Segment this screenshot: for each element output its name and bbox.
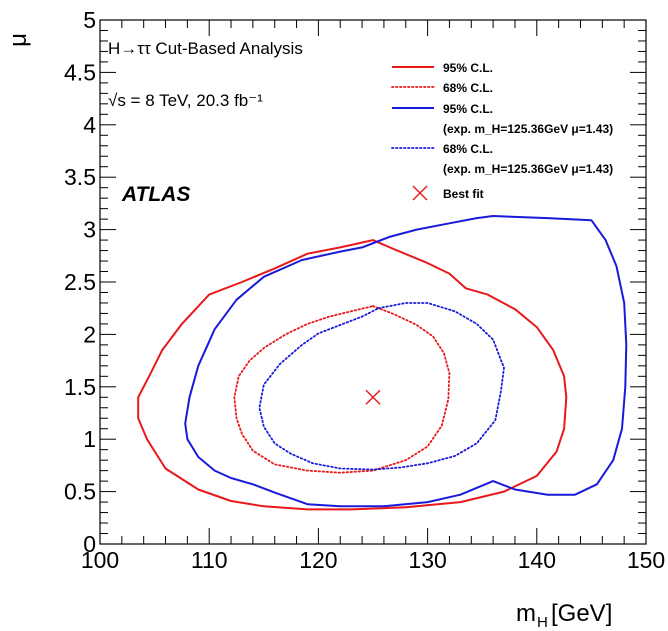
legend-label: 68% C.L. (443, 81, 493, 95)
energy-annotation: √s = 8 TeV, 20.3 fb⁻¹ (108, 91, 263, 110)
legend-entry: 68% C.L. (exp. m_H=125.36GeV μ=1.43) (391, 142, 613, 176)
y-axis-label: μ (5, 33, 32, 47)
svg-text:H: H (537, 614, 548, 631)
legend-label: 68% C.L. (443, 142, 493, 156)
y-tick-label: 5 (83, 7, 96, 33)
x-tick-label: 140 (518, 547, 556, 573)
y-tick-label: 1.5 (64, 374, 96, 400)
contour-curves (137, 215, 628, 511)
y-tick-label: 3.5 (64, 164, 96, 190)
axis-ticks (99, 19, 647, 545)
y-tick-label: 4 (83, 112, 96, 138)
contour-4 (258, 302, 505, 471)
y-tick-label: 0 (83, 531, 96, 557)
y-tick-label: 1 (83, 426, 96, 452)
best-fit-marker (365, 389, 381, 405)
analysis-annotation: H→ττ Cut-Based Analysis (108, 39, 303, 58)
y-tick-label: 2.5 (64, 269, 96, 295)
legend-sublabel: (exp. m_H=125.36GeV μ=1.43) (443, 122, 613, 136)
x-tick-label: 110 (191, 547, 228, 573)
x-tick-label: 150 (627, 547, 665, 573)
y-tick-label: 2 (83, 321, 96, 347)
legend-entry: Best fit (412, 185, 484, 201)
y-tick-label: 0.5 (64, 479, 96, 505)
y-tick-label: 3 (83, 217, 96, 243)
x-tick-label: 130 (408, 547, 446, 573)
tick-labels: 100 110 120 130 140 150 0 0.5 1 1.5 2 2.5 3 3.5 4 4.5 5 (64, 7, 665, 573)
legend-sublabel: (exp. m_H=125.36GeV μ=1.43) (443, 162, 613, 176)
contour-1 (137, 239, 568, 511)
svg-text:[GeV]: [GeV] (551, 600, 612, 627)
legend-entry: 68% C.L. (391, 81, 493, 95)
legend-entry: 95% C.L. (exp. m_H=125.36GeV μ=1.43) (392, 102, 613, 136)
x-tick-label: 120 (299, 547, 337, 573)
svg-text:m: m (516, 600, 536, 627)
legend-label: Best fit (443, 187, 484, 201)
contour-2 (233, 305, 451, 474)
legend: 95% C.L. 68% C.L. 95% C.L. (exp. m_H=125.36… (391, 61, 613, 201)
x-axis-label: m H [GeV] (516, 600, 612, 631)
legend-label: 95% C.L. (443, 61, 493, 75)
atlas-label: ATLAS (121, 183, 190, 206)
y-tick-label: 4.5 (64, 59, 96, 85)
legend-entry: 95% C.L. (392, 61, 493, 75)
legend-label: 95% C.L. (443, 102, 493, 116)
x-tick-label: 100 (81, 547, 119, 573)
contour-3 (184, 215, 628, 508)
